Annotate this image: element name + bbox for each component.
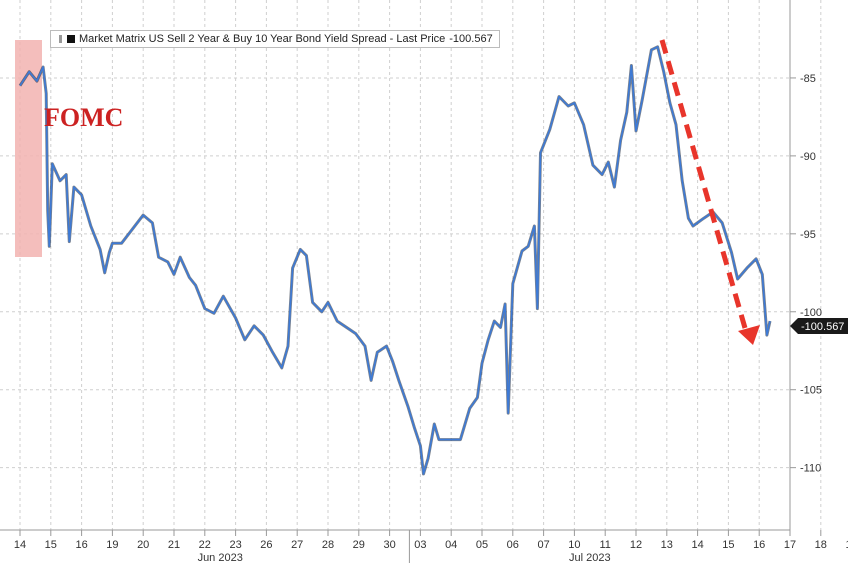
x-tick-label: 14 — [691, 539, 703, 551]
x-tick-label: 11 — [599, 539, 610, 551]
legend-outer-mark — [59, 35, 62, 43]
gridlines — [0, 0, 822, 530]
x-tick-label: 10 — [568, 539, 580, 551]
x-tick-label: 26 — [260, 539, 272, 551]
x-tick-label: 20 — [137, 539, 149, 551]
x-tick-label: 14 — [14, 539, 26, 551]
x-tick-label: 12 — [630, 539, 642, 551]
x-tick-label: 19 — [106, 539, 118, 551]
x-tick-label: 21 — [168, 539, 180, 551]
x-tick-label: 18 — [815, 539, 827, 551]
trend-arrow-shaft — [659, 39, 748, 329]
series-line-shadow — [18, 45, 772, 476]
trend-arrow — [659, 39, 760, 345]
x-axis: 14 15 16 19 20 21 22 23 26 27 28 29 30 03 04 05 06 07 10 11… — [14, 530, 848, 563]
x-tick-label: 16 — [75, 539, 87, 551]
x-tick-label: 28 — [322, 539, 334, 551]
x-tick-label: 23 — [229, 539, 241, 551]
legend-label: Market Matrix US Sell 2 Year & Buy 10 Ye… — [79, 33, 446, 45]
y-tick-label: -100 — [800, 307, 822, 319]
y-tick-label: -85 — [800, 73, 816, 85]
month-label: Jun 2023 — [198, 552, 243, 563]
fomc-annotation: FOMC — [44, 103, 123, 132]
x-tick-label: 13 — [661, 539, 673, 551]
y-axis: -85 -90 -95 -100 -105 -110 — [790, 73, 822, 475]
x-tick-label: 15 — [45, 539, 57, 551]
last-price-label: -100.567 — [790, 318, 848, 334]
y-tick-label: -95 — [800, 229, 816, 241]
x-tick-label: 17 — [784, 539, 796, 551]
legend-swatch — [67, 35, 75, 43]
month-label: Jul 2023 — [569, 552, 611, 563]
x-tick-label: 16 — [753, 539, 765, 551]
x-tick-label: 04 — [445, 539, 457, 551]
x-tick-label: 06 — [507, 539, 519, 551]
y-tick-label: -105 — [800, 385, 822, 397]
y-tick-label: -90 — [800, 151, 816, 163]
x-tick-label: 22 — [199, 539, 211, 551]
x-tick-label: 15 — [722, 539, 734, 551]
legend-last-price: -100.567 — [449, 33, 493, 45]
x-tick-label: 29 — [353, 539, 365, 551]
x-tick-label: 19 — [845, 539, 848, 551]
x-tick-label: 05 — [476, 539, 488, 551]
last-price-tag — [790, 318, 848, 334]
plot-frame — [0, 0, 791, 531]
x-tick-label: 30 — [383, 539, 395, 551]
series-line — [19, 45, 771, 475]
last-price-text: -100.567 — [801, 321, 844, 333]
x-tick-label: 27 — [291, 539, 303, 551]
x-tick-label: 07 — [537, 539, 549, 551]
chart-legend: Market Matrix US Sell 2 Year & Buy 10 Ye… — [50, 30, 500, 48]
x-tick-label: 03 — [414, 539, 426, 551]
series-group — [18, 45, 772, 476]
trend-arrow-head — [738, 325, 760, 345]
y-tick-label: -110 — [800, 463, 821, 475]
